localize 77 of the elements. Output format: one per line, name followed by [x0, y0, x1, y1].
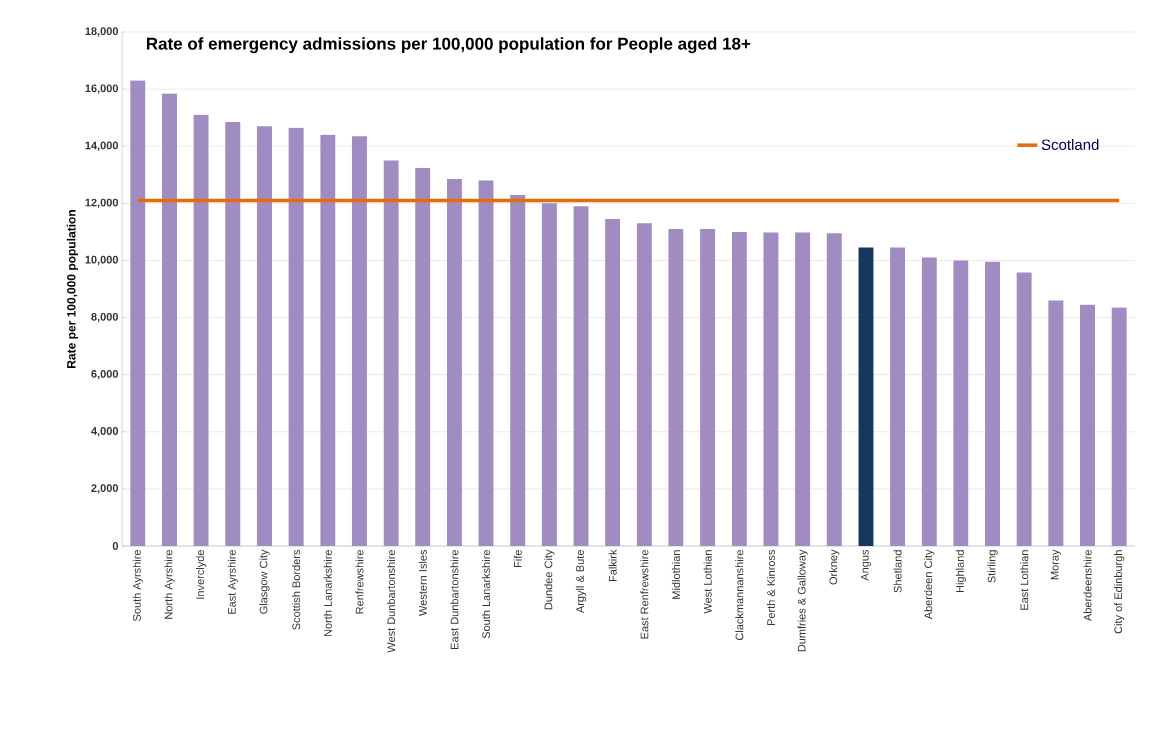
x-tick-label: Stirling: [987, 550, 998, 583]
bar: [1111, 307, 1127, 546]
bar: [541, 203, 557, 546]
bar: [636, 223, 652, 546]
x-tick-label: Shetland: [893, 550, 902, 593]
bar: [763, 232, 779, 546]
y-tick-label: 4,000: [91, 427, 119, 437]
bar: [1048, 300, 1064, 546]
bar: [605, 219, 621, 546]
x-tick-label: Fife: [513, 550, 522, 567]
x-tick-label: East Lothian: [1020, 550, 1029, 610]
x-tick-label: West Dunbartonshire: [387, 550, 396, 653]
x-tick-label: Scottish Borders: [292, 549, 301, 630]
x-tick-label: Western Isles: [418, 549, 427, 616]
x-tick-label: North Lanarkshire: [323, 550, 332, 637]
bar: [921, 257, 937, 546]
x-tick-label: Dundee City: [544, 549, 555, 610]
bar: [1080, 304, 1096, 546]
y-tick-label: 8,000: [91, 312, 119, 323]
x-tick-label: West Lothian: [703, 550, 712, 614]
bar: [130, 80, 146, 546]
x-tick-label: Midlothian: [671, 550, 681, 599]
bar: [731, 231, 747, 546]
x-tick-label: Angus: [861, 549, 871, 581]
x-tick-label: Orkney: [829, 549, 840, 585]
bar: [953, 260, 969, 546]
x-tick-label: Falkirk: [608, 549, 617, 582]
bar: [985, 261, 1001, 546]
y-tick-label: 16,000: [85, 84, 119, 94]
x-tick-label: Clackmannanshire: [735, 550, 744, 641]
x-tick-label: Highland: [955, 550, 967, 593]
bar: [383, 160, 399, 546]
bar: [351, 136, 367, 546]
y-tick-label: 6,000: [91, 369, 119, 380]
x-tick-label: Aberdeen City: [924, 549, 935, 620]
bar: [320, 134, 336, 546]
x-tick-label: Renfrewshire: [355, 550, 364, 614]
bar: [668, 229, 684, 546]
x-tick-label: East Renfrewshire: [640, 550, 649, 639]
bar: [446, 179, 462, 546]
bar: [256, 126, 272, 546]
bar: [161, 93, 177, 546]
x-tick-label: City of Edinburgh: [1114, 550, 1125, 634]
x-tick-label: Perth & Kinross: [766, 549, 775, 626]
y-tick-label: 0: [112, 542, 119, 550]
y-tick-label: 14,000: [85, 141, 119, 151]
x-tick-label: Aberdeenshire: [1083, 550, 1092, 622]
x-tick-label: Inverclyde: [196, 550, 207, 599]
bar: [573, 206, 589, 546]
bar: [1016, 272, 1032, 546]
y-tick-label: 18,000: [85, 27, 119, 37]
x-tick-label: Argyll & Bute: [575, 550, 587, 614]
bar: [795, 232, 811, 546]
x-tick-label: Dumfries & Galloway: [797, 549, 808, 652]
bar: [858, 247, 874, 546]
bar: [510, 194, 526, 546]
x-tick-label: South Lanarkshire: [482, 550, 491, 639]
bar: [415, 167, 431, 546]
y-tick-label: 12,000: [85, 198, 119, 209]
bar: [826, 233, 842, 546]
bar: [225, 121, 241, 546]
x-tick-label: North Ayrshire: [164, 550, 175, 619]
chart-title: Rate of emergency admissions per 100,000 population for People aged 18+: [146, 37, 751, 54]
y-tick-label: 10,000: [85, 255, 119, 266]
bar: [478, 180, 494, 546]
x-tick-label: East Ayrshire: [227, 550, 238, 614]
bar: [700, 229, 716, 546]
bar: [288, 127, 304, 546]
x-tick-label: Moray: [1050, 549, 1061, 580]
x-tick-label: Glasgow City: [259, 549, 270, 614]
x-tick-label: East Dunbartonshire: [450, 550, 459, 649]
y-tick-label: 2,000: [91, 484, 119, 494]
legend-label: Scotland: [1041, 139, 1099, 151]
bar: [890, 247, 906, 546]
bar: [193, 114, 209, 546]
y-axis-title: Rate per 100,000 population: [66, 210, 78, 368]
x-tick-label: South Ayrshire: [132, 550, 143, 621]
